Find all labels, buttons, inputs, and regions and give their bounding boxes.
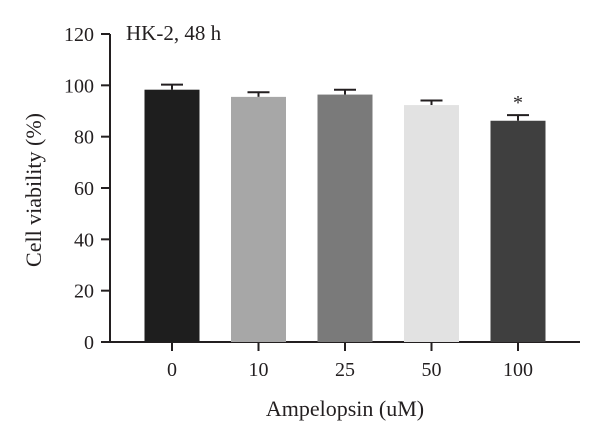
y-axis-title: Cell viability (%) xyxy=(21,113,46,267)
y-ticks: 0 20 40 60 80 100 120 xyxy=(64,24,110,354)
bars: * xyxy=(144,83,546,343)
x-ticks: 0 10 25 50 100 xyxy=(167,342,533,381)
bar-25 xyxy=(317,94,373,342)
y-tick-label: 60 xyxy=(74,178,94,200)
bar-0 xyxy=(144,89,200,343)
y-tick-label: 40 xyxy=(74,229,94,251)
x-tick-label: 100 xyxy=(503,359,533,381)
chart-title: HK-2, 48 h xyxy=(126,21,222,45)
x-tick-label: 10 xyxy=(249,359,269,381)
bar-50 xyxy=(404,105,459,342)
y-tick-label: 80 xyxy=(74,127,94,149)
significance-marker: * xyxy=(513,92,523,114)
bar-10 xyxy=(231,96,286,342)
x-axis: 0 10 25 50 100 xyxy=(109,341,580,381)
x-tick-label: 25 xyxy=(335,359,355,381)
y-tick-label: 120 xyxy=(64,24,94,46)
y-tick-label: 0 xyxy=(84,332,94,354)
y-tick-label: 20 xyxy=(74,281,94,303)
y-axis: 0 20 40 60 80 100 120 xyxy=(64,24,111,354)
x-tick-label: 50 xyxy=(422,359,442,381)
x-tick-label: 0 xyxy=(167,359,177,381)
x-axis-title: Ampelopsin (uM) xyxy=(266,396,424,421)
bar-100 xyxy=(490,120,546,343)
y-tick-label: 100 xyxy=(64,75,94,97)
